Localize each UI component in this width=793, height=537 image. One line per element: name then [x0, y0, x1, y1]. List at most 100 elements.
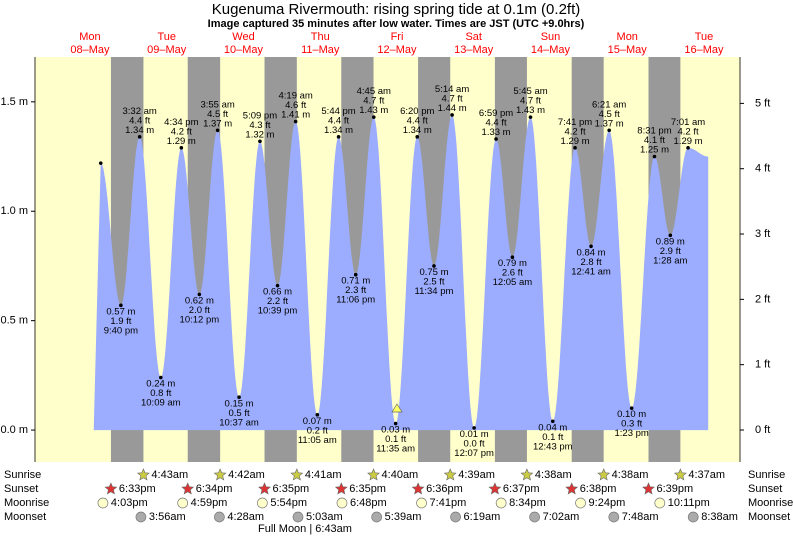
row-time: 4:40am: [382, 469, 419, 481]
extreme-label: 10:37 am: [219, 417, 259, 428]
extreme-label: 3:55 am: [200, 99, 234, 110]
extreme-label: 1.43 m: [359, 105, 388, 116]
sunset-icon: [181, 482, 195, 495]
row-time: 7:48am: [622, 511, 659, 523]
extreme-label: 9:40 pm: [104, 325, 138, 336]
moonset-icon: [687, 511, 699, 523]
moonrise-icon: [495, 497, 507, 509]
extreme-point: [353, 272, 358, 277]
row-time: 6:38pm: [580, 483, 617, 495]
extreme-label: 5:09 pm: [243, 110, 277, 121]
y2-tick-label: 4 ft: [755, 163, 770, 175]
day-name: Wed: [232, 31, 254, 43]
extreme-label: 4:19 am: [278, 91, 312, 102]
extreme-point: [494, 137, 498, 141]
extreme-label: 5:45 am: [513, 86, 547, 97]
day-date: 09–May: [147, 44, 187, 56]
extreme-label: 0.10 m: [617, 409, 646, 420]
extreme-label: 2.2 ft: [267, 296, 288, 307]
moonrise-icon: [177, 497, 189, 509]
sunrise-icon: [443, 468, 457, 481]
row-time: 4:28am: [227, 511, 264, 523]
extreme-label: 2.3 ft: [345, 285, 366, 296]
extreme-label: 0.01 m: [460, 429, 489, 440]
extreme-point: [293, 119, 298, 124]
row-time: 4:41am: [305, 469, 342, 481]
row-time: 7:02am: [543, 511, 580, 523]
row-label: Moonset: [748, 511, 790, 523]
extreme-label: 1.29 m: [674, 136, 703, 147]
extreme-label: 1.34 m: [125, 125, 154, 136]
extreme-label: 4:45 am: [357, 86, 391, 97]
extreme-label: 6:59 pm: [479, 108, 513, 119]
row-time: 4:03pm: [111, 497, 148, 509]
row-label: Sunrise: [4, 469, 41, 481]
extreme-label: 12:41 am: [571, 266, 611, 277]
moonrise-icon: [336, 497, 348, 509]
extreme-point: [528, 115, 533, 119]
extreme-point: [371, 115, 376, 119]
extreme-point: [629, 406, 634, 410]
extreme-point: [315, 412, 320, 417]
sunset-icon: [334, 482, 348, 495]
extreme-label: 4.3 ft: [249, 120, 270, 131]
day-name: Tue: [157, 31, 176, 43]
extreme-label: 2.9 ft: [660, 246, 681, 257]
row-time: 6:19am: [464, 511, 501, 523]
sunset-icon: [104, 482, 118, 495]
extreme-label: 10:09 am: [141, 398, 181, 409]
row-time: 6:37pm: [503, 483, 540, 495]
row-time: 4:39am: [458, 469, 495, 481]
extreme-point: [275, 283, 280, 288]
extreme-point: [336, 135, 341, 139]
row-time: 4:38am: [535, 469, 572, 481]
extreme-point: [393, 421, 398, 426]
extreme-label: 1.29 m: [167, 136, 196, 147]
day-date: 12–May: [377, 44, 417, 56]
row-time: 5:03am: [306, 511, 343, 523]
extreme-label: 4.6 ft: [285, 100, 306, 111]
extreme-label: 4.5 ft: [599, 109, 620, 120]
extreme-label: 7:41 pm: [558, 117, 592, 128]
extreme-label: 0.15 m: [225, 398, 254, 409]
moonset-icon: [135, 511, 147, 523]
moonset-icon: [608, 511, 620, 523]
row-time: 6:33pm: [119, 483, 156, 495]
extreme-label: 0.1 ft: [542, 432, 563, 443]
extreme-label: 4.2 ft: [171, 126, 192, 137]
y-tick-label: 1.5 m: [0, 96, 28, 108]
extreme-label: 0.07 m: [303, 416, 332, 427]
plot-background: [35, 57, 740, 462]
row-time: 5:39am: [385, 511, 422, 523]
extreme-label: 2.0 ft: [189, 305, 210, 316]
day-date: 16–May: [684, 44, 724, 56]
sunrise-icon: [520, 468, 534, 481]
row-time: 6:34pm: [196, 483, 233, 495]
row-time: 7:41pm: [430, 497, 467, 509]
row-time: 5:54pm: [270, 497, 307, 509]
row-time: 4:59pm: [191, 497, 228, 509]
y2-tick-label: 2 ft: [755, 293, 770, 305]
moonset-icon: [214, 511, 225, 523]
extreme-label: 4.4 ft: [486, 118, 507, 129]
extreme-label: 1.34 m: [403, 125, 432, 136]
extreme-label: 1.25 m: [640, 145, 669, 156]
sunrise-icon: [673, 468, 687, 481]
y2-tick-label: 0 ft: [755, 424, 770, 436]
extreme-label: 10:39 pm: [258, 306, 298, 317]
row-time: 6:35pm: [349, 483, 386, 495]
extreme-label: 4.4 ft: [407, 115, 428, 126]
y2-tick-label: 1 ft: [755, 359, 770, 371]
day-date: 10–May: [224, 44, 264, 56]
extreme-label: 1:23 pm: [614, 428, 648, 439]
row-time: 4:42am: [228, 469, 265, 481]
row-label: Sunset: [4, 483, 38, 495]
sunset-icon: [258, 482, 271, 495]
extreme-label: 1.44 m: [438, 103, 467, 114]
row-time: 3:56am: [149, 511, 186, 523]
extreme-label: 0.04 m: [538, 422, 567, 433]
sunrise-icon: [367, 468, 380, 481]
moonset-icon: [292, 511, 304, 523]
extreme-label: 0.84 m: [577, 247, 606, 258]
